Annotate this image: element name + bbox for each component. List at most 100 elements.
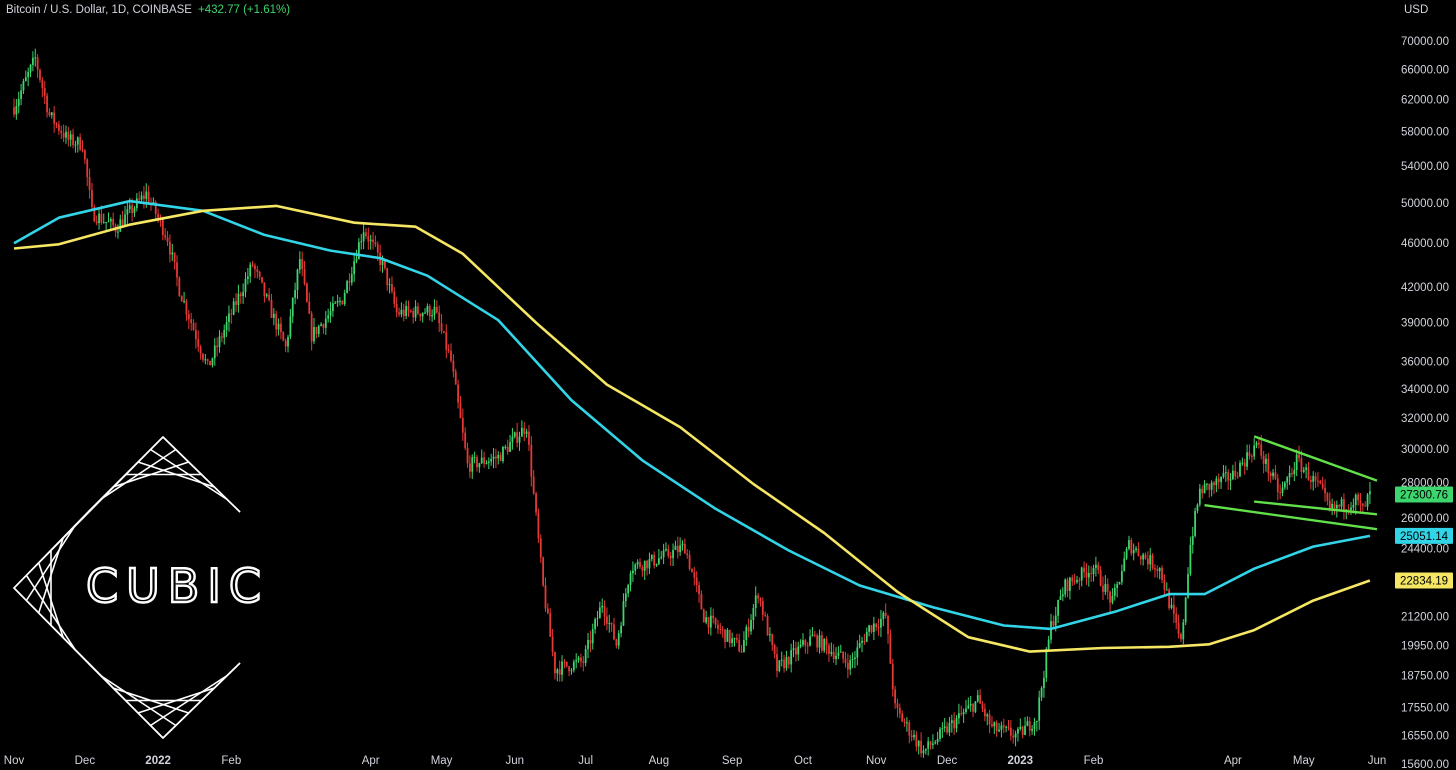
- candle-body: [239, 293, 242, 297]
- candle-body: [1227, 472, 1230, 481]
- candle-body: [1250, 456, 1253, 458]
- candle-body: [863, 640, 866, 642]
- candle-body: [1071, 577, 1074, 582]
- candle-body: [471, 457, 474, 472]
- candle-body: [570, 670, 573, 672]
- candle-body: [972, 704, 974, 712]
- candle-body: [1281, 487, 1284, 493]
- candle-body: [206, 359, 209, 361]
- price-tag-box: [1395, 572, 1453, 589]
- candle-body: [1087, 573, 1090, 578]
- candle-body: [1139, 555, 1142, 560]
- candle-body: [606, 616, 608, 624]
- candle-body: [1059, 596, 1062, 600]
- candle-body: [837, 652, 840, 656]
- candle-body: [1272, 472, 1274, 477]
- candle-body: [1113, 587, 1116, 596]
- candle-body: [1123, 558, 1126, 572]
- candle-body: [764, 614, 767, 616]
- candle-body: [391, 284, 393, 292]
- candle-body: [95, 221, 98, 224]
- candle-body: [1291, 472, 1293, 475]
- candle-body: [289, 316, 292, 337]
- candle-body: [769, 634, 771, 636]
- candle-body: [1012, 735, 1015, 738]
- y-tick-label: 50000.00: [1401, 198, 1449, 210]
- chart-header: Bitcoin / U.S. Dollar, 1D, COINBASE +432.…: [6, 4, 290, 16]
- candle-body: [369, 239, 372, 242]
- candle-body: [1019, 726, 1022, 729]
- candle-body: [1151, 555, 1154, 569]
- candle-body: [646, 560, 648, 569]
- candle-body: [381, 260, 384, 266]
- candle-body: [43, 87, 46, 96]
- candle-body: [979, 695, 982, 704]
- price-tag-label: 27300.76: [1400, 489, 1448, 501]
- candle-body: [1177, 622, 1180, 634]
- candle-body: [1069, 577, 1071, 591]
- candle-body: [140, 195, 143, 200]
- candle-body: [79, 137, 82, 150]
- candle-body: [346, 281, 348, 293]
- candle-body: [499, 455, 502, 462]
- candle-body: [846, 662, 849, 670]
- candle-body: [65, 131, 67, 138]
- logo-string: [162, 662, 241, 739]
- y-tick-label: 62000.00: [1401, 94, 1449, 106]
- candle-body: [480, 457, 483, 464]
- candle-body: [1182, 622, 1185, 640]
- candle-body: [204, 359, 207, 361]
- candle-body: [237, 293, 240, 305]
- candle-body: [660, 557, 663, 559]
- candle-body: [138, 198, 141, 200]
- candle-body: [733, 637, 736, 639]
- candle-body: [589, 640, 592, 644]
- candle-body: [1239, 462, 1241, 477]
- candle-body: [1170, 604, 1173, 609]
- candle-body: [53, 112, 56, 124]
- candle-body: [1229, 479, 1232, 481]
- candle-body: [443, 331, 445, 333]
- candle-body: [901, 713, 904, 722]
- candle-body: [759, 598, 762, 601]
- candle-body: [1000, 725, 1003, 730]
- candle-body: [112, 219, 115, 226]
- candle-body: [1206, 483, 1208, 485]
- candle-body: [1333, 503, 1336, 509]
- candle-body: [662, 550, 665, 558]
- candle-body: [261, 277, 263, 283]
- candle-body: [832, 651, 835, 659]
- candle-body: [216, 345, 219, 348]
- candle-body: [1300, 458, 1303, 472]
- candle-body: [169, 241, 171, 255]
- candle-body: [183, 300, 185, 302]
- candle-body: [750, 620, 752, 632]
- y-tick-label: 70000.00: [1401, 36, 1449, 48]
- candle-body: [353, 261, 356, 275]
- candle-body: [1163, 579, 1166, 590]
- candle-body: [1142, 554, 1145, 560]
- candle-body: [610, 622, 613, 625]
- cubic-logo: CUBIC: [12, 435, 262, 740]
- candle-body: [211, 358, 214, 366]
- candle-body: [1156, 569, 1159, 572]
- candle-body: [797, 646, 800, 655]
- candle-body: [622, 601, 625, 626]
- candle-body: [849, 660, 852, 670]
- candle-body: [1007, 726, 1010, 728]
- candle-body: [74, 144, 77, 146]
- candle-body: [91, 190, 93, 207]
- candle-body: [1248, 452, 1251, 457]
- candle-body: [100, 213, 103, 223]
- candle-body: [1260, 444, 1263, 456]
- candle-body: [882, 612, 885, 619]
- candle-body: [1054, 615, 1057, 626]
- candle-body: [1090, 573, 1093, 575]
- candle-body: [1149, 555, 1152, 565]
- candle-body: [393, 291, 396, 304]
- candle-body: [1335, 504, 1338, 509]
- candle-body: [313, 327, 315, 342]
- candle-body: [1288, 472, 1291, 478]
- candle-body: [721, 629, 724, 631]
